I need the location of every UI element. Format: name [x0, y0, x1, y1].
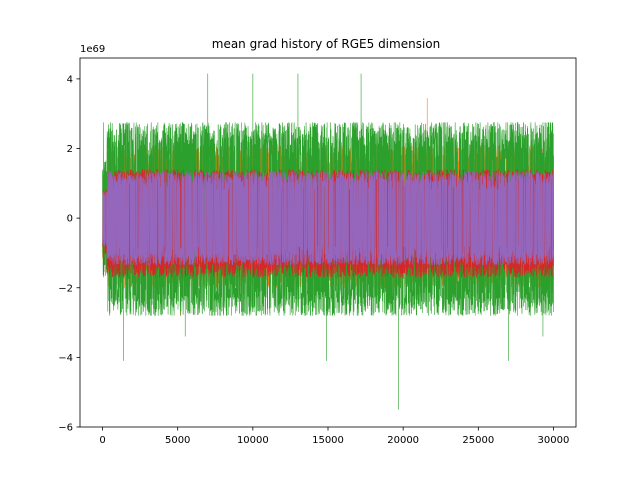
y-tick-label: 4 — [67, 74, 73, 85]
x-tick-label: 30000 — [538, 435, 570, 446]
series-line-5 — [102, 170, 554, 266]
x-tick-label: 10000 — [237, 435, 269, 446]
x-tick-label: 15000 — [312, 435, 344, 446]
y-tick-label: 0 — [67, 214, 73, 225]
x-tick-label: 20000 — [387, 435, 419, 446]
y-axis-offset-label: 1e69 — [80, 44, 105, 55]
x-tick-label: 25000 — [462, 435, 494, 446]
series-layer — [102, 73, 554, 410]
y-tick-label: −4 — [58, 353, 73, 364]
y-tick-label: 2 — [67, 144, 73, 155]
y-tick-label: −2 — [58, 283, 73, 294]
plot-area — [102, 73, 554, 410]
y-tick-label: −6 — [58, 423, 73, 434]
chart-title: mean grad history of RGE5 dimension — [212, 37, 440, 51]
axes: 0 5000 10000 15000 20000 25000 30000 −6 −4 −2 0 2 4 — [58, 57, 577, 446]
x-tick-label: 5000 — [165, 435, 190, 446]
x-tick-label: 0 — [99, 435, 105, 446]
